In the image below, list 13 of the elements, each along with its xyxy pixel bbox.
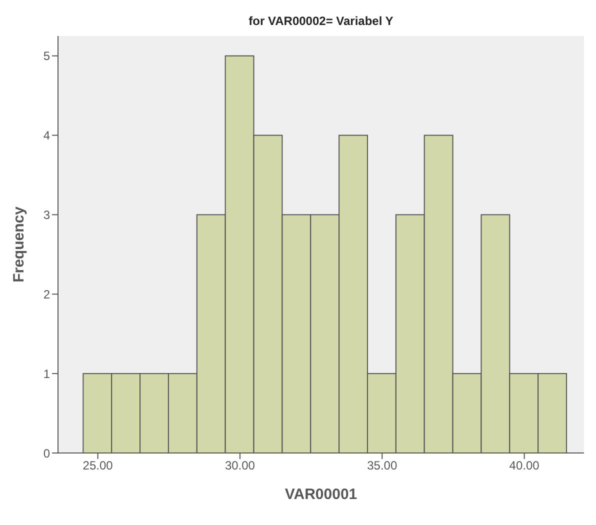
y-tick-label: 2 <box>43 287 50 302</box>
y-tick-label: 3 <box>43 208 50 222</box>
x-tick-label: 40.00 <box>509 458 540 473</box>
x-tick-label: 35.00 <box>367 458 398 473</box>
y-axis-title: Frequency <box>10 206 28 282</box>
x-tick-label: 25.00 <box>82 458 114 473</box>
y-tick-label: 4 <box>43 128 50 143</box>
y-tick-label: 1 <box>43 366 50 381</box>
y-tick-label: 0 <box>43 446 50 460</box>
chart-title: for VAR00002= Variabel Y <box>248 14 394 28</box>
x-tick-label: 30.00 <box>224 458 256 473</box>
y-tick-label: 5 <box>43 49 50 64</box>
x-axis-title: VAR00001 <box>284 486 358 503</box>
